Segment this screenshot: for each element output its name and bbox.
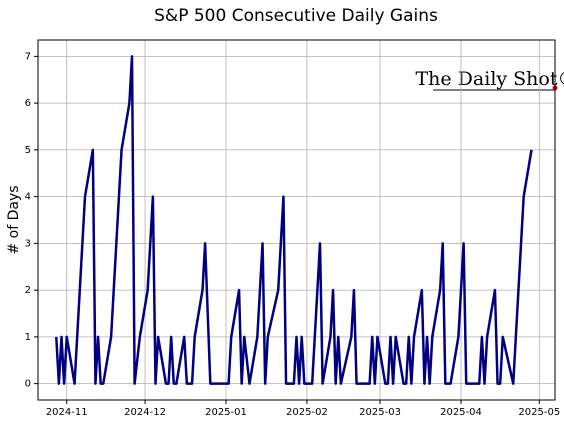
x-tick-label: 2025-05 bbox=[518, 407, 560, 418]
plot-frame bbox=[37, 39, 556, 401]
x-tick-label: 2025-03 bbox=[359, 407, 401, 418]
y-tick-label: 6 bbox=[25, 98, 31, 109]
y-tick-label: 5 bbox=[25, 145, 31, 156]
y-tick-label: 7 bbox=[25, 51, 31, 62]
chart-title: S&P 500 Consecutive Daily Gains bbox=[154, 6, 438, 26]
x-tick-label: 2024-12 bbox=[124, 407, 166, 418]
y-axis-label: # of Days bbox=[6, 185, 22, 254]
x-tick-label: 2024-11 bbox=[46, 407, 88, 418]
y-tick-label: 3 bbox=[25, 238, 31, 249]
y-tick-label: 1 bbox=[25, 332, 31, 343]
x-tick-label: 2025-04 bbox=[440, 407, 482, 418]
y-tick-label: 4 bbox=[25, 192, 31, 203]
y-tick-label: 2 bbox=[25, 285, 31, 296]
x-tick-label: 2025-02 bbox=[286, 407, 328, 418]
y-tick-label: 0 bbox=[25, 379, 31, 390]
watermark: The Daily Shot® bbox=[415, 68, 564, 90]
x-tick-label: 2025-01 bbox=[205, 407, 247, 418]
data-line bbox=[55, 55, 533, 385]
